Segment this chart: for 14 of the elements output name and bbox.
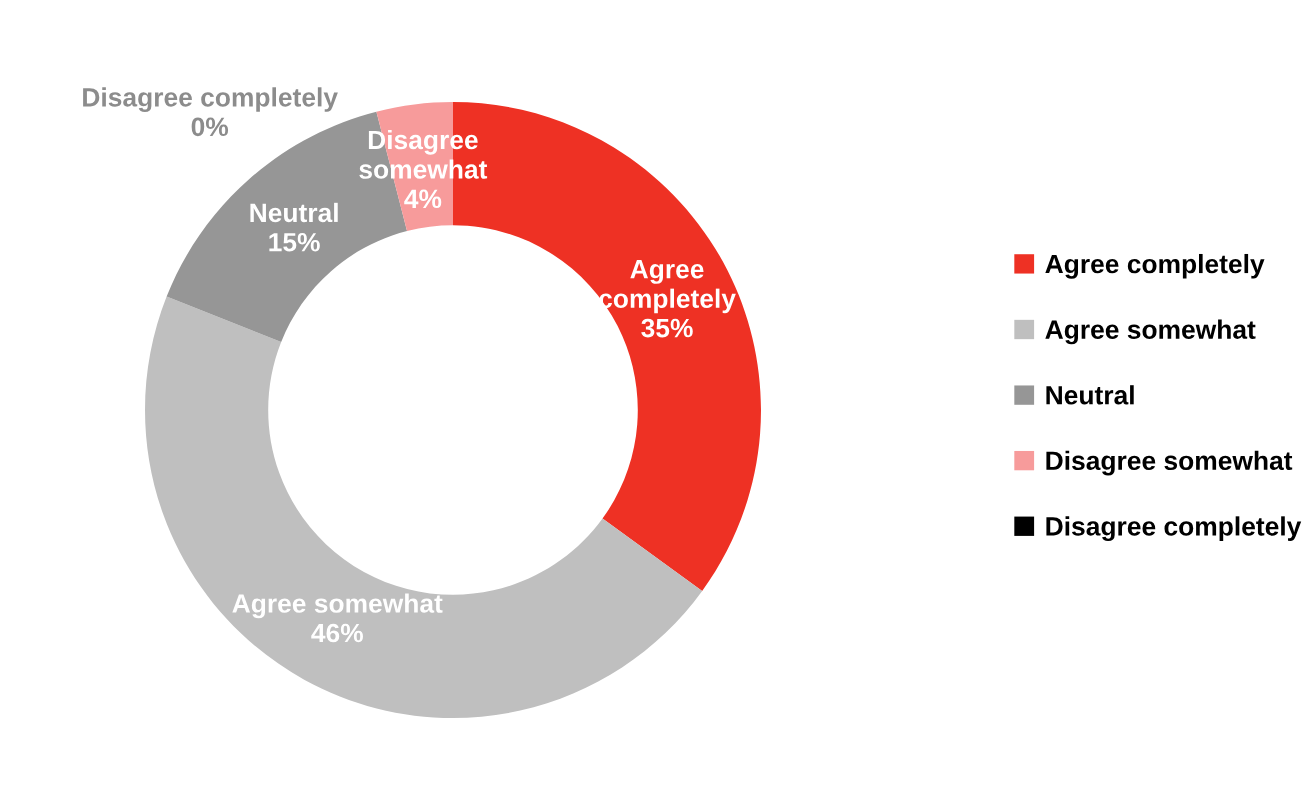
data-label: 15% xyxy=(269,232,320,252)
text: 0% xyxy=(191,117,229,137)
slice-label: Agree somewhat xyxy=(232,593,443,619)
category-label: Disagree completely xyxy=(83,87,338,112)
legend-label: Neutral xyxy=(1046,385,1134,405)
data-label: 35% xyxy=(641,318,693,338)
legend-label: Disagree somewhat xyxy=(1046,450,1293,476)
data-label: 46% xyxy=(311,623,363,643)
legend-label: Agree completely xyxy=(1045,253,1265,279)
slice-label: Agree completely xyxy=(599,260,736,314)
slice-label: Neutral xyxy=(250,202,338,223)
legend-label: Disagree completely xyxy=(1046,516,1302,542)
data-label: 4% xyxy=(404,189,442,209)
legend-label: Agree somewhat xyxy=(1045,319,1256,345)
